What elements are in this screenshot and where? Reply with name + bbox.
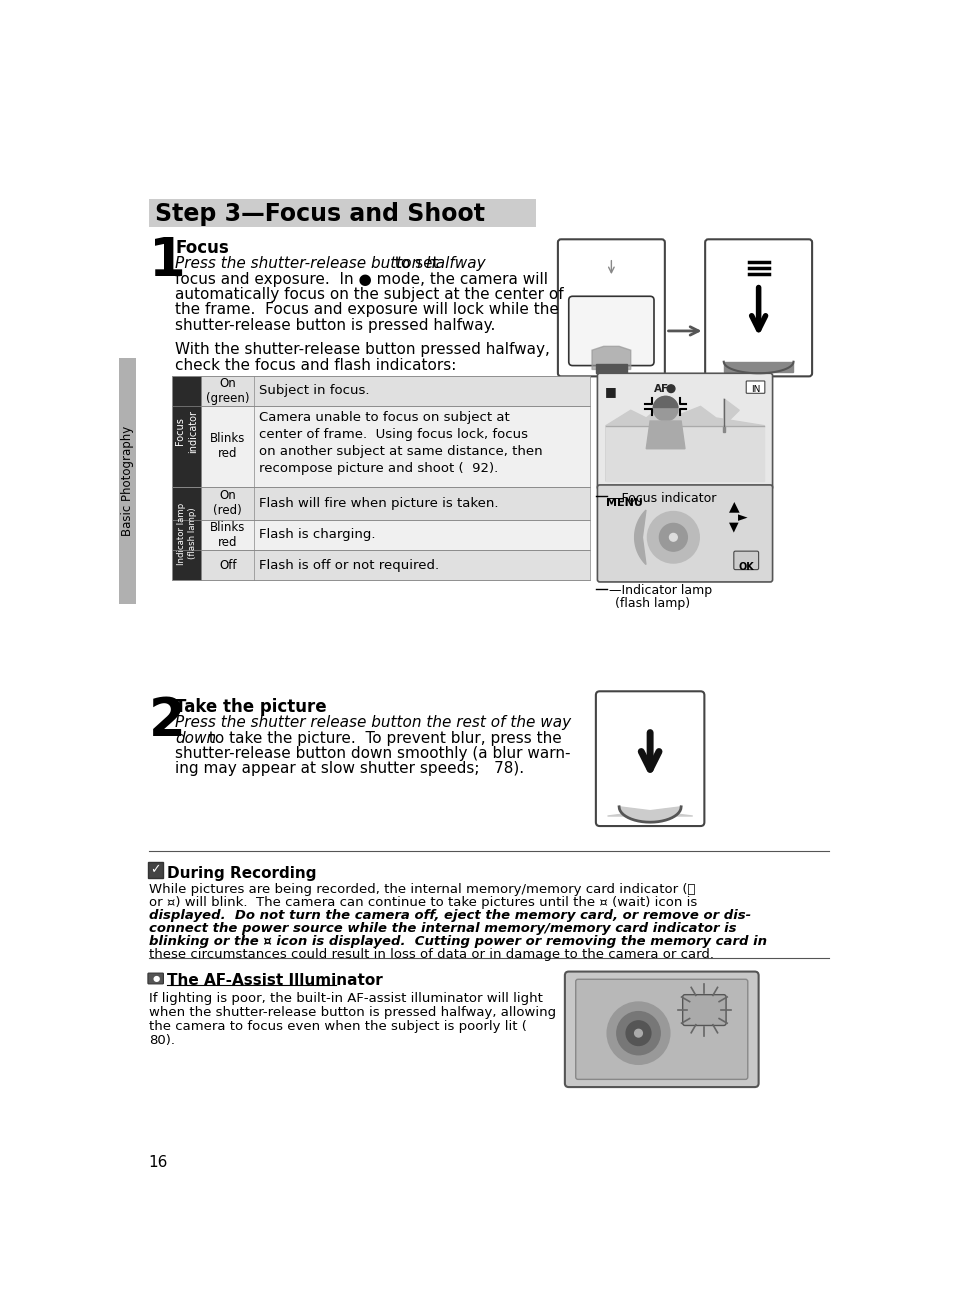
FancyBboxPatch shape: [596, 691, 703, 827]
FancyBboxPatch shape: [558, 239, 664, 376]
Polygon shape: [607, 807, 692, 823]
Circle shape: [669, 533, 677, 541]
Circle shape: [666, 385, 674, 393]
Text: (flash lamp): (flash lamp): [615, 597, 690, 610]
FancyBboxPatch shape: [201, 406, 590, 487]
Circle shape: [625, 1021, 650, 1046]
Polygon shape: [592, 347, 630, 369]
Text: ►: ►: [738, 511, 747, 524]
FancyBboxPatch shape: [597, 485, 772, 582]
Text: to set: to set: [390, 256, 438, 271]
FancyBboxPatch shape: [148, 974, 163, 984]
Text: If lighting is poor, the built-in AF-assist illuminator will light: If lighting is poor, the built-in AF-ass…: [149, 992, 542, 1005]
Circle shape: [653, 397, 678, 420]
Text: Focus: Focus: [174, 239, 229, 258]
Text: ✓: ✓: [151, 863, 161, 876]
Circle shape: [607, 1003, 669, 1064]
Text: Step 3—Focus and Shoot: Step 3—Focus and Shoot: [154, 201, 484, 226]
Text: On
(red): On (red): [213, 489, 242, 518]
Circle shape: [617, 1012, 659, 1055]
FancyBboxPatch shape: [201, 519, 590, 551]
Text: Flash is charging.: Flash is charging.: [258, 528, 375, 541]
Text: shutter-release button down smoothly (a blur warn-: shutter-release button down smoothly (a …: [174, 746, 570, 761]
Text: Camera unable to focus on subject at
center of frame.  Using focus lock, focus
o: Camera unable to focus on subject at cen…: [258, 411, 542, 474]
FancyBboxPatch shape: [704, 239, 811, 376]
Text: down: down: [174, 731, 216, 745]
FancyBboxPatch shape: [201, 376, 590, 406]
Circle shape: [634, 1029, 641, 1037]
FancyBboxPatch shape: [149, 200, 536, 227]
Polygon shape: [634, 510, 645, 565]
Text: Subject in focus.: Subject in focus.: [258, 385, 369, 398]
FancyBboxPatch shape: [201, 551, 590, 579]
Polygon shape: [596, 364, 626, 373]
Text: check the focus and flash indicators:: check the focus and flash indicators:: [174, 357, 456, 373]
Text: 80).: 80).: [149, 1034, 174, 1047]
Text: blinking or the ¤ icon is displayed.  Cutting power or removing the memory card : blinking or the ¤ icon is displayed. Cut…: [149, 936, 766, 949]
Text: Focus
indicator: Focus indicator: [175, 410, 197, 452]
Polygon shape: [723, 361, 793, 372]
Circle shape: [647, 512, 699, 562]
FancyBboxPatch shape: [568, 296, 654, 365]
Text: —Indicator lamp: —Indicator lamp: [608, 585, 712, 598]
Text: During Recording: During Recording: [167, 866, 316, 882]
Text: With the shutter-release button pressed halfway,: With the shutter-release button pressed …: [174, 343, 549, 357]
Text: Flash will fire when picture is taken.: Flash will fire when picture is taken.: [258, 497, 497, 510]
Polygon shape: [645, 420, 684, 449]
Text: Indicator lamp
(flash lamp): Indicator lamp (flash lamp): [176, 502, 196, 565]
Text: the frame.  Focus and exposure will lock while the: the frame. Focus and exposure will lock …: [174, 302, 558, 318]
Text: 2: 2: [149, 695, 185, 748]
FancyBboxPatch shape: [148, 862, 163, 878]
Text: Flash is off or not required.: Flash is off or not required.: [258, 558, 438, 572]
Text: ing may appear at slow shutter speeds;   78).: ing may appear at slow shutter speeds; 7…: [174, 761, 523, 777]
FancyBboxPatch shape: [564, 971, 758, 1087]
Text: While pictures are being recorded, the internal memory/memory card indicator (ⓘ: While pictures are being recorded, the i…: [149, 883, 695, 896]
Text: Blinks
red: Blinks red: [210, 432, 245, 460]
Text: displayed.  Do not turn the camera off, eject the memory card, or remove or dis-: displayed. Do not turn the camera off, e…: [149, 909, 750, 922]
FancyBboxPatch shape: [597, 373, 772, 490]
Text: Blinks
red: Blinks red: [210, 520, 245, 549]
Text: Press the shutter-release button halfway: Press the shutter-release button halfway: [174, 256, 485, 271]
Text: 1: 1: [149, 235, 185, 286]
Text: focus and exposure.  In ● mode, the camera will: focus and exposure. In ● mode, the camer…: [174, 272, 547, 286]
FancyBboxPatch shape: [733, 551, 758, 570]
Text: OK: OK: [738, 562, 753, 572]
Text: AF: AF: [654, 384, 668, 394]
Polygon shape: [722, 426, 723, 432]
Text: Take the picture: Take the picture: [174, 698, 326, 716]
FancyBboxPatch shape: [682, 995, 725, 1025]
Text: or ¤) will blink.  The camera can continue to take pictures until the ¤ (wait) i: or ¤) will blink. The camera can continu…: [149, 896, 697, 909]
Polygon shape: [723, 398, 739, 426]
Text: to take the picture.  To prevent blur, press the: to take the picture. To prevent blur, pr…: [204, 731, 561, 745]
Text: Basic Photography: Basic Photography: [121, 426, 134, 536]
Text: these circumstances could result in loss of data or in damage to the camera or c: these circumstances could result in loss…: [149, 949, 713, 962]
Text: ▲: ▲: [728, 499, 739, 512]
Text: connect the power source while the internal memory/memory card indicator is: connect the power source while the inter…: [149, 922, 736, 936]
Text: ■: ■: [604, 385, 616, 398]
Text: shutter-release button is pressed halfway.: shutter-release button is pressed halfwa…: [174, 318, 495, 332]
FancyBboxPatch shape: [745, 381, 764, 393]
Text: ▼: ▼: [728, 520, 738, 533]
Text: MENU: MENU: [605, 498, 642, 509]
Text: ●: ●: [152, 974, 159, 983]
Text: IN: IN: [750, 385, 760, 394]
Text: The AF-Assist Illuminator: The AF-Assist Illuminator: [167, 974, 383, 988]
Polygon shape: [653, 397, 678, 407]
FancyBboxPatch shape: [575, 979, 747, 1079]
FancyBboxPatch shape: [201, 487, 590, 519]
Text: when the shutter-release button is pressed halfway, allowing: when the shutter-release button is press…: [149, 1007, 556, 1020]
Text: Off: Off: [219, 558, 236, 572]
Text: On
(green): On (green): [206, 377, 250, 405]
Text: the camera to focus even when the subject is poorly lit (: the camera to focus even when the subjec…: [149, 1020, 530, 1033]
Polygon shape: [605, 402, 763, 481]
Text: —Focus indicator: —Focus indicator: [608, 491, 716, 505]
FancyBboxPatch shape: [172, 376, 201, 487]
Circle shape: [659, 523, 686, 551]
Text: Press the shutter release button the rest of the way: Press the shutter release button the res…: [174, 715, 571, 731]
Text: automatically focus on the subject at the center of: automatically focus on the subject at th…: [174, 286, 563, 302]
Text: 16: 16: [149, 1155, 168, 1169]
FancyBboxPatch shape: [119, 357, 136, 604]
FancyBboxPatch shape: [172, 487, 201, 579]
